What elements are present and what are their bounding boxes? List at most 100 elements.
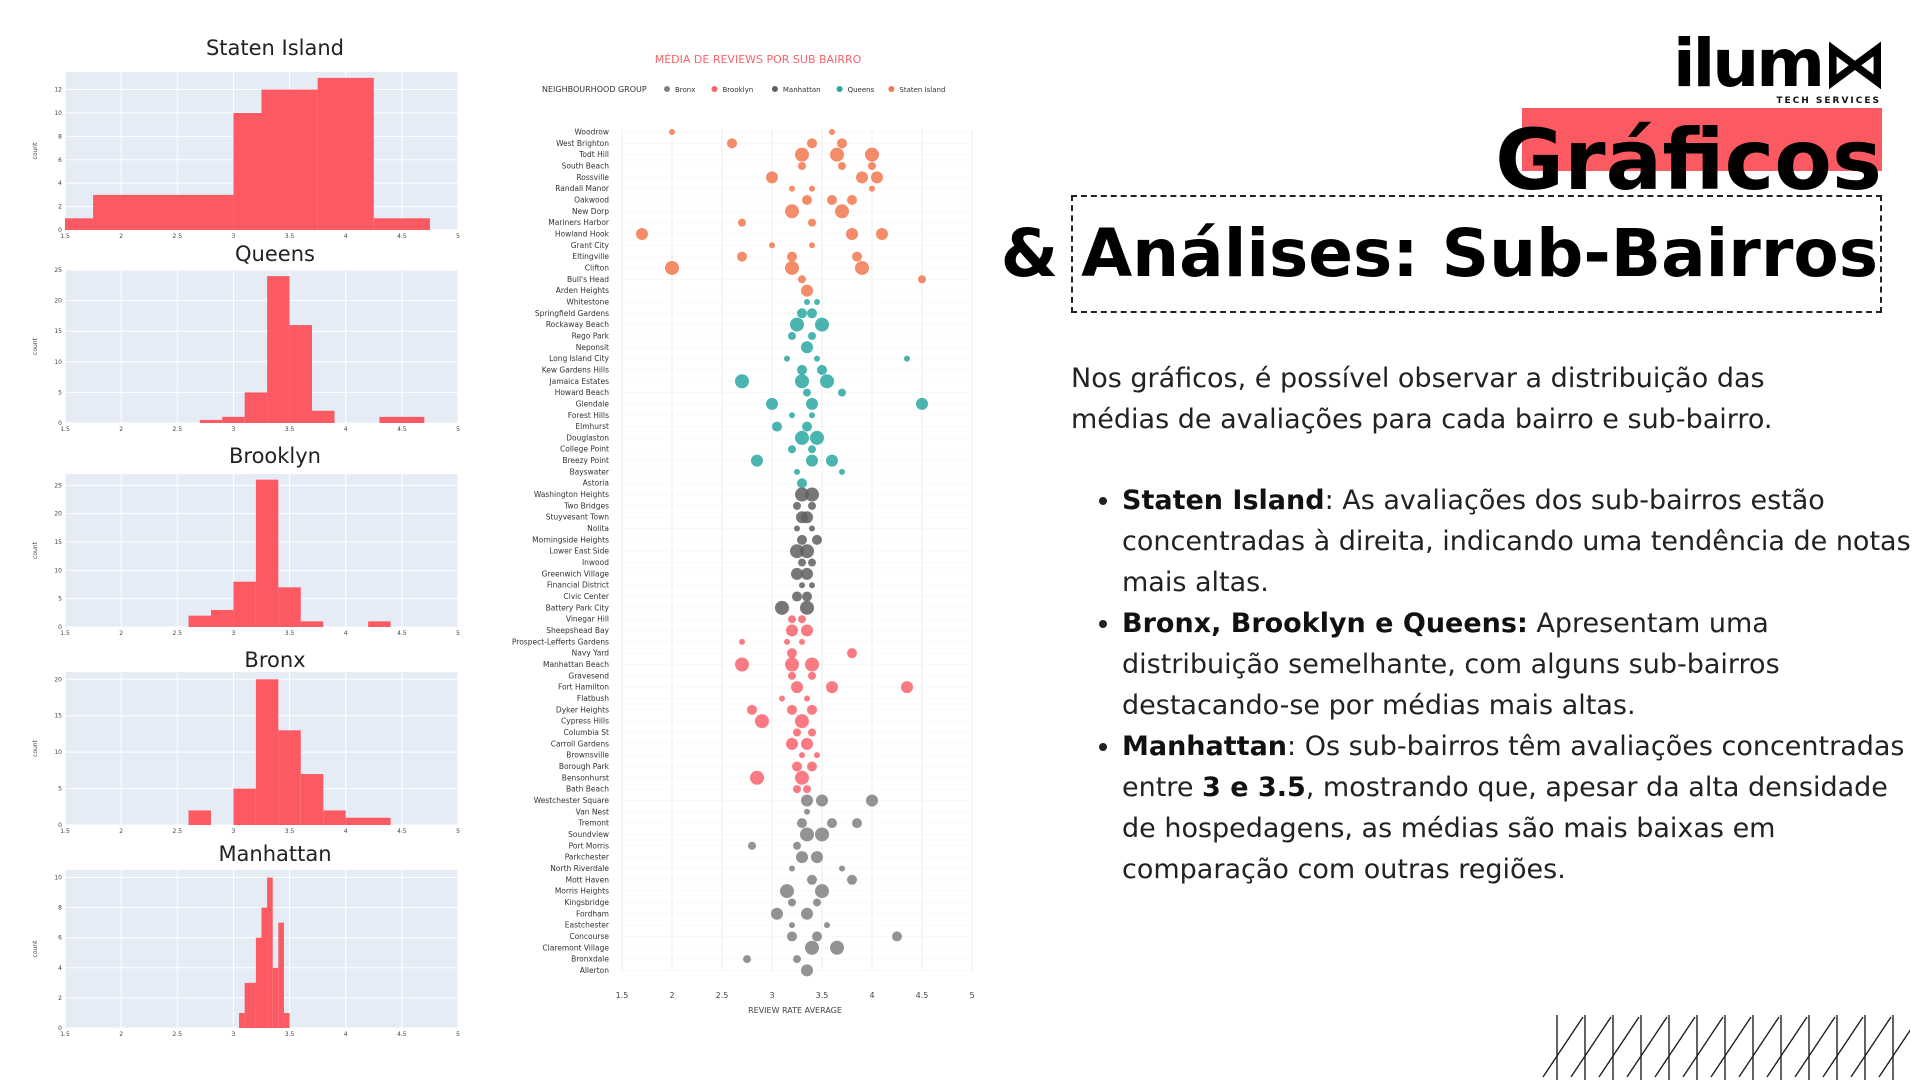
category-label: South Beach (562, 161, 610, 170)
data-point (847, 648, 857, 659)
legend-title: NEIGHBOURHOOD GROUP (542, 85, 647, 94)
data-point (852, 251, 862, 262)
data-point (830, 147, 844, 162)
data-point (795, 374, 809, 389)
data-point (801, 511, 813, 524)
histogram-bar (300, 621, 324, 627)
y-tick-label: 15 (54, 328, 62, 335)
category-label: Tremont (577, 819, 609, 828)
category-label: Morningside Heights (532, 535, 609, 544)
histogram-bar (368, 621, 391, 627)
category-label: Lower East Side (549, 547, 609, 556)
legend-label: Bronx (675, 86, 695, 94)
data-point (807, 874, 817, 885)
category-label: Vinegar Hill (566, 615, 609, 624)
x-tick-label: 4.5 (397, 828, 407, 835)
x-tick-label: 2.5 (173, 1031, 183, 1038)
data-point (827, 194, 837, 205)
x-tick-label: 5 (456, 1031, 460, 1038)
data-point (786, 624, 798, 637)
y-tick-label: 10 (54, 567, 62, 574)
histogram-bar (255, 679, 279, 825)
histogram-bar (233, 112, 262, 230)
data-point (802, 194, 812, 205)
logo-subtext: TECH SERVICES (1776, 96, 1881, 106)
data-point (809, 242, 815, 249)
category-label: Rossville (576, 173, 609, 182)
data-point (750, 770, 764, 785)
data-point (735, 374, 749, 389)
x-tick-label: 2 (119, 426, 123, 433)
y-tick-label: 10 (54, 875, 62, 882)
category-label: Astoria (583, 479, 609, 488)
data-point (835, 204, 849, 219)
x-tick-label: 3.5 (285, 426, 295, 433)
logo-text: ilum (1672, 25, 1825, 102)
data-point (766, 171, 778, 184)
y-tick-label: 10 (54, 359, 62, 366)
category-label: Flatbush (577, 694, 609, 703)
category-label: Financial District (547, 581, 609, 590)
category-label: Oakwood (574, 195, 609, 204)
data-point (793, 841, 801, 850)
data-point (811, 851, 823, 864)
category-label: Grant City (571, 241, 610, 250)
data-point (792, 591, 802, 602)
x-tick-label: 4 (869, 991, 874, 1000)
y-tick-label: 2 (58, 995, 62, 1002)
histogram-bar (312, 410, 335, 423)
category-label: Clifton (585, 263, 609, 272)
data-point (798, 615, 806, 624)
data-point (812, 931, 822, 942)
data-point (805, 940, 819, 955)
brand-logo: ilum⋈ TECH SERVICES (1672, 25, 1888, 108)
x-tick-label: 4 (344, 426, 348, 433)
histogram-bar (278, 922, 284, 1028)
chart-title: MÉDIA DE REVIEWS POR SUB BAIRRO (655, 53, 862, 66)
y-tick-label: 10 (54, 749, 62, 756)
data-point (791, 681, 803, 694)
data-point (814, 298, 820, 305)
legend-marker (836, 86, 843, 92)
data-point (791, 567, 803, 580)
y-axis-label: count (32, 739, 39, 757)
histogram-bar (278, 730, 301, 825)
x-tick-label: 4 (344, 630, 348, 637)
hist-title-brooklyn: Brooklyn (228, 444, 321, 468)
category-label: Two Bridges (563, 501, 609, 510)
category-label: Jamaica Estates (548, 377, 609, 386)
data-point (775, 600, 789, 615)
data-point (813, 898, 821, 907)
category-label: Mariners Harbor (548, 218, 610, 227)
histogram-staten-island: 0 2 4 6 8 10 12 1.5 2 2.5 3 3.5 4 4.5 5 count (32, 72, 460, 240)
category-label: Eltingville (572, 252, 609, 261)
data-point (868, 161, 876, 170)
data-point (799, 638, 805, 645)
finding-staten-island: Staten Island: As avaliações dos sub-bai… (1122, 480, 1912, 603)
data-point (820, 374, 834, 389)
data-point (804, 695, 810, 702)
category-label: Douglaston (566, 433, 609, 442)
data-point (785, 260, 799, 275)
histogram-bar (379, 416, 425, 423)
category-label: Todt Hill (578, 150, 609, 159)
legend-marker (771, 86, 778, 92)
data-point (799, 752, 805, 759)
data-point (788, 445, 796, 454)
x-tick-label: 4.5 (397, 426, 407, 433)
category-label: Rockaway Beach (546, 320, 609, 329)
histogram-bronx: 0 5 10 15 20 1.5 2 2.5 3 3.5 4 4.5 5 count (32, 672, 460, 835)
data-point (837, 138, 847, 149)
data-point (739, 638, 745, 645)
y-tick-label: 5 (58, 596, 62, 603)
data-point (855, 260, 869, 275)
data-point (789, 185, 795, 192)
y-tick-label: 8 (58, 905, 62, 912)
data-point (808, 445, 816, 454)
data-point (839, 468, 845, 475)
legend-label: Manhattan (783, 86, 821, 94)
data-point (803, 388, 811, 397)
data-point (803, 785, 811, 794)
category-label: Washington Heights (534, 490, 609, 499)
x-tick-label: 1.5 (60, 828, 70, 835)
